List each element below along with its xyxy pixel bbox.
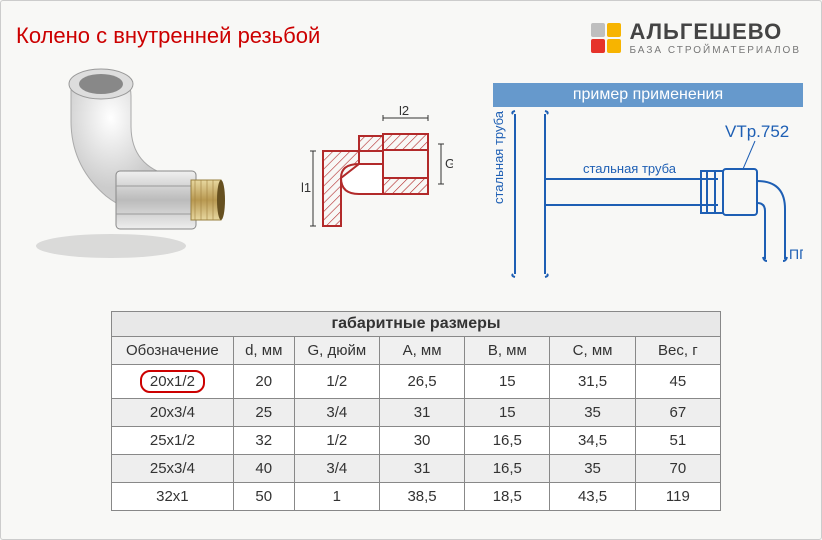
table-cell: 3/4	[294, 399, 379, 427]
table-header-row: Обозначениеd, ммG, дюймA, ммB, ммC, ммВе…	[112, 337, 721, 365]
table-col-header: A, мм	[379, 337, 464, 365]
table-cell: 1	[294, 483, 379, 511]
table-cell: 30	[379, 427, 464, 455]
table-cell: 25x1/2	[112, 427, 234, 455]
steel-pipe-label-v: стальная труба	[493, 110, 506, 204]
table-cell: 20	[233, 365, 294, 399]
page-title: Колено с внутренней резьбой	[16, 23, 320, 49]
table-row: 20x3/4253/431153567	[112, 399, 721, 427]
table-cell: 50	[233, 483, 294, 511]
steel-pipe-label-h: стальная труба	[583, 161, 677, 176]
table-cell: 51	[635, 427, 720, 455]
table-cell: 31,5	[550, 365, 635, 399]
table-row: 25x1/2321/23016,534,551	[112, 427, 721, 455]
product-photo	[11, 66, 231, 266]
table-cell: 32	[233, 427, 294, 455]
table-cell: 40	[233, 455, 294, 483]
example-label-bar: пример применения	[493, 83, 803, 107]
table-cell: 1/2	[294, 427, 379, 455]
table-cell: 16,5	[465, 455, 550, 483]
table-cell: 15	[465, 365, 550, 399]
table-col-header: C, мм	[550, 337, 635, 365]
application-diagram: стальная труба стальная труба VTp.752 ПП	[493, 109, 803, 279]
technical-drawing: l1 l2 G	[293, 106, 453, 266]
table-title: габаритные размеры	[111, 311, 721, 336]
table-cell: 3/4	[294, 455, 379, 483]
table-row: 20x1/2201/226,51531,545	[112, 365, 721, 399]
dim-l1: l1	[301, 180, 311, 195]
dim-l2: l2	[399, 106, 409, 118]
table-col-header: G, дюйм	[294, 337, 379, 365]
table-cell: 70	[635, 455, 720, 483]
table-row: 32x150138,518,543,5119	[112, 483, 721, 511]
table-cell: 31	[379, 399, 464, 427]
table-cell: 1/2	[294, 365, 379, 399]
table-cell: 16,5	[465, 427, 550, 455]
logo-text: АЛЬГЕШЕВО БАЗА СТРОЙМАТЕРИАЛОВ	[629, 19, 801, 56]
table-cell: 67	[635, 399, 720, 427]
table-cell: 35	[550, 455, 635, 483]
table-row: 25x3/4403/43116,53570	[112, 455, 721, 483]
table-cell: 26,5	[379, 365, 464, 399]
table-cell: 43,5	[550, 483, 635, 511]
table-cell: 32x1	[112, 483, 234, 511]
table-body: 20x1/2201/226,51531,54520x3/4253/4311535…	[112, 365, 721, 511]
table-cell: 31	[379, 455, 464, 483]
table-cell: 20x3/4	[112, 399, 234, 427]
logo-brand: АЛЬГЕШЕВО	[629, 19, 801, 45]
table-cell: 20x1/2	[112, 365, 234, 399]
dimensions-table-wrap: габаритные размеры Обозначениеd, ммG, дю…	[111, 311, 721, 511]
dimensions-table: Обозначениеd, ммG, дюймA, ммB, ммC, ммВе…	[111, 336, 721, 511]
table-cell: 45	[635, 365, 720, 399]
table-cell: 34,5	[550, 427, 635, 455]
pp-label: ПП	[789, 246, 803, 262]
table-cell: 119	[635, 483, 720, 511]
dim-g: G	[445, 156, 453, 171]
model-label: VTp.752	[725, 122, 789, 141]
table-col-header: B, мм	[465, 337, 550, 365]
table-cell: 15	[465, 399, 550, 427]
table-cell: 18,5	[465, 483, 550, 511]
brand-logo: АЛЬГЕШЕВО БАЗА СТРОЙМАТЕРИАЛОВ	[591, 19, 801, 56]
table-cell: 25	[233, 399, 294, 427]
table-cell: 38,5	[379, 483, 464, 511]
table-cell: 35	[550, 399, 635, 427]
table-col-header: d, мм	[233, 337, 294, 365]
table-col-header: Обозначение	[112, 337, 234, 365]
table-cell: 25x3/4	[112, 455, 234, 483]
logo-tagline: БАЗА СТРОЙМАТЕРИАЛОВ	[629, 45, 801, 56]
table-col-header: Вес, г	[635, 337, 720, 365]
logo-icon	[591, 23, 621, 53]
